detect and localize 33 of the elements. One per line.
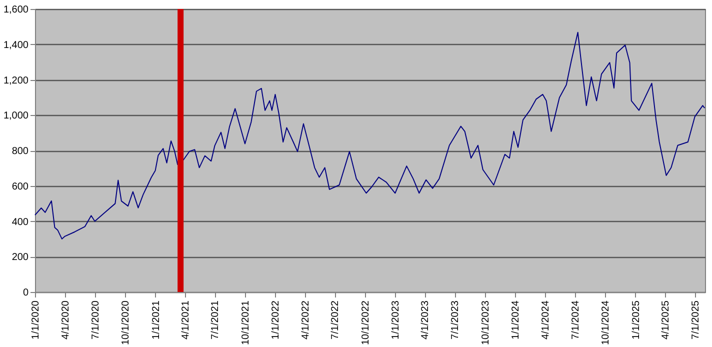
x-tick-label: 4/1/2022 <box>300 300 312 340</box>
x-tick-label: 1/1/2021 <box>150 300 162 340</box>
x-tick-label: 10/1/2024 <box>600 300 612 345</box>
x-tick-label: 7/1/2023 <box>450 300 462 340</box>
x-tick-label: 1/1/2020 <box>30 300 42 340</box>
y-tick-label: 400 <box>12 216 29 228</box>
y-tick-label: 800 <box>12 146 29 157</box>
y-tick-label: 600 <box>12 181 29 192</box>
x-tick-label: 4/1/2023 <box>420 300 432 340</box>
x-tick-label: 1/1/2025 <box>630 300 642 340</box>
y-tick-label: 1,400 <box>3 40 29 51</box>
line-series <box>34 32 706 240</box>
x-tick-label: 10/1/2021 <box>240 300 252 345</box>
x-tick-label: 7/1/2021 <box>210 300 222 340</box>
x-tick-label: 7/1/2025 <box>690 300 702 340</box>
y-tick-label: 0 <box>22 288 29 298</box>
y-tick-label: 1,000 <box>3 110 29 122</box>
x-tick-label: 7/1/2024 <box>570 300 582 340</box>
x-tick-label: 4/1/2024 <box>540 300 552 340</box>
x-tick-label: 10/1/2022 <box>360 300 372 345</box>
x-tick-label: 10/1/2023 <box>480 300 492 345</box>
x-tick-label: 10/1/2020 <box>120 300 132 345</box>
x-tick-label: 4/1/2025 <box>660 300 672 340</box>
x-tick-label: 7/1/2022 <box>330 300 342 340</box>
x-tick-label: 1/1/2023 <box>390 300 402 340</box>
y-tick-label: 200 <box>12 252 29 264</box>
x-tick-label: 4/1/2020 <box>60 300 72 340</box>
y-tick-label: 1,200 <box>3 75 29 86</box>
x-tick-label: 4/1/2021 <box>180 300 192 340</box>
x-tick-label: 1/1/2022 <box>270 300 282 340</box>
y-tick-label: 1,600 <box>3 4 29 16</box>
x-tick-label: 7/1/2020 <box>90 300 102 340</box>
x-tick-label: 1/1/2024 <box>510 300 522 340</box>
